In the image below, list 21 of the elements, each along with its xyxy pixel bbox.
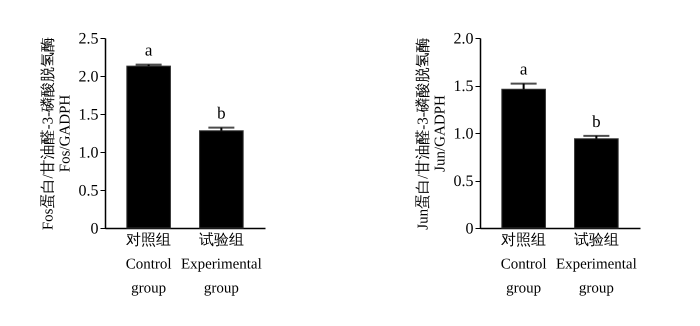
- annotation: b: [217, 104, 226, 123]
- y-tick-label: 0: [466, 220, 474, 238]
- y-axis-title: Jun蛋白/甘油醛-3-磷酸脱氢酶 Jun/GADPH: [414, 37, 448, 230]
- y-tick-label: 1.5: [454, 78, 474, 95]
- y-tick-label: 0: [90, 220, 98, 238]
- x-tick-label: 试验组 Experimental group: [556, 232, 637, 296]
- y-tick-label: 1.0: [78, 144, 98, 162]
- annotation: a: [520, 60, 528, 79]
- y-tick-label: 0.5: [78, 182, 98, 200]
- y-axis-title: Fos蛋白/甘油醛-3-磷酸脱氢酶 Fos/GADPH: [40, 36, 74, 230]
- x-tick-label: 对照组 Control group: [126, 232, 172, 296]
- annotation: b: [592, 112, 601, 131]
- annotation: a: [144, 40, 153, 60]
- y-tick-label: 2.0: [78, 68, 98, 86]
- x-tick-label: 试验组 Experimental group: [180, 232, 262, 296]
- y-tick-label: 2.0: [454, 30, 474, 48]
- y-tick-label: 1.5: [78, 106, 98, 124]
- y-tick-label: 0.5: [454, 173, 474, 190]
- y-tick-label: 1.0: [454, 126, 474, 142]
- x-tick-label: 对照组 Control group: [500, 232, 547, 296]
- y-tick-label: 2.5: [78, 30, 98, 48]
